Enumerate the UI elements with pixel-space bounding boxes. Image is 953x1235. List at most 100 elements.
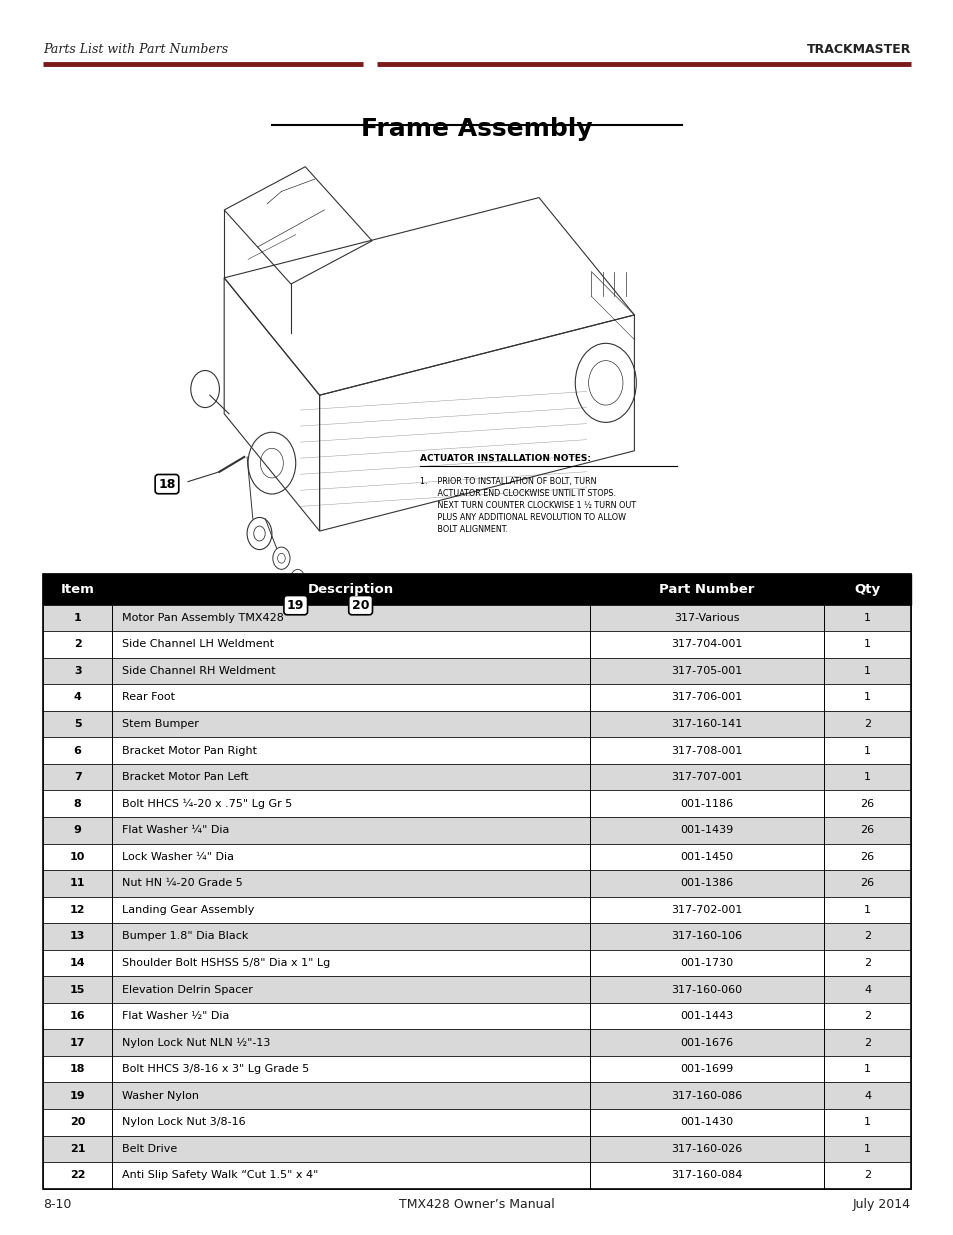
Text: Anti Slip Safety Walk “Cut 1.5" x 4": Anti Slip Safety Walk “Cut 1.5" x 4" xyxy=(122,1171,318,1181)
Text: Flat Washer ½" Dia: Flat Washer ½" Dia xyxy=(122,1011,229,1021)
Text: Bracket Motor Pan Left: Bracket Motor Pan Left xyxy=(122,772,248,782)
Text: 001-1450: 001-1450 xyxy=(679,852,733,862)
Text: 19: 19 xyxy=(70,1091,86,1100)
FancyBboxPatch shape xyxy=(43,818,910,844)
Text: 8-10: 8-10 xyxy=(43,1198,71,1210)
Text: 1: 1 xyxy=(863,1144,870,1153)
Text: 18: 18 xyxy=(158,478,175,490)
Text: TMX428 Owner’s Manual: TMX428 Owner’s Manual xyxy=(398,1198,555,1210)
Text: 1: 1 xyxy=(863,640,870,650)
Text: Bolt HHCS 3/8-16 x 3" Lg Grade 5: Bolt HHCS 3/8-16 x 3" Lg Grade 5 xyxy=(122,1065,309,1074)
Text: 2: 2 xyxy=(73,640,81,650)
Text: 13: 13 xyxy=(70,931,85,941)
FancyBboxPatch shape xyxy=(43,1135,910,1162)
Text: 16: 16 xyxy=(70,1011,86,1021)
Text: 14: 14 xyxy=(70,958,86,968)
FancyBboxPatch shape xyxy=(43,976,910,1003)
Text: Washer Nylon: Washer Nylon xyxy=(122,1091,199,1100)
Text: 19: 19 xyxy=(287,599,304,611)
Text: 4: 4 xyxy=(863,984,870,994)
Text: 001-1430: 001-1430 xyxy=(679,1118,733,1128)
Text: 1: 1 xyxy=(863,1118,870,1128)
Text: 5: 5 xyxy=(73,719,81,729)
Text: Bumper 1.8" Dia Black: Bumper 1.8" Dia Black xyxy=(122,931,248,941)
Text: ACTUATOR INSTALLATION NOTES:: ACTUATOR INSTALLATION NOTES: xyxy=(419,454,590,463)
Text: 317-704-001: 317-704-001 xyxy=(671,640,742,650)
Text: 26: 26 xyxy=(860,878,874,888)
Text: Description: Description xyxy=(308,583,394,597)
Text: 001-1386: 001-1386 xyxy=(679,878,733,888)
Text: 12: 12 xyxy=(70,905,86,915)
Text: Nylon Lock Nut NLN ½"-13: Nylon Lock Nut NLN ½"-13 xyxy=(122,1037,270,1047)
FancyBboxPatch shape xyxy=(43,657,910,684)
Text: 001-1699: 001-1699 xyxy=(679,1065,733,1074)
Text: 317-707-001: 317-707-001 xyxy=(671,772,742,782)
Text: 1: 1 xyxy=(863,666,870,676)
Text: 1: 1 xyxy=(863,905,870,915)
Text: 7: 7 xyxy=(73,772,81,782)
Text: 317-Various: 317-Various xyxy=(674,613,739,622)
Text: 001-1730: 001-1730 xyxy=(679,958,733,968)
Text: Rear Foot: Rear Foot xyxy=(122,693,174,703)
FancyBboxPatch shape xyxy=(43,1162,910,1188)
FancyBboxPatch shape xyxy=(43,844,910,869)
Text: 317-160-106: 317-160-106 xyxy=(671,931,741,941)
Text: Flat Washer ¼" Dia: Flat Washer ¼" Dia xyxy=(122,825,229,835)
FancyBboxPatch shape xyxy=(43,710,910,737)
Text: 001-1439: 001-1439 xyxy=(679,825,733,835)
Text: 1: 1 xyxy=(863,613,870,622)
Text: Nylon Lock Nut 3/8-16: Nylon Lock Nut 3/8-16 xyxy=(122,1118,245,1128)
FancyBboxPatch shape xyxy=(43,1056,910,1082)
Text: Frame Assembly: Frame Assembly xyxy=(361,117,592,141)
FancyBboxPatch shape xyxy=(43,737,910,763)
FancyBboxPatch shape xyxy=(43,1082,910,1109)
Text: 8: 8 xyxy=(73,799,81,809)
Text: 317-705-001: 317-705-001 xyxy=(671,666,741,676)
Text: Shoulder Bolt HSHSS 5/8" Dia x 1" Lg: Shoulder Bolt HSHSS 5/8" Dia x 1" Lg xyxy=(122,958,330,968)
Text: 4: 4 xyxy=(73,693,82,703)
Text: 2: 2 xyxy=(863,1037,870,1047)
Text: 317-160-084: 317-160-084 xyxy=(671,1171,742,1181)
Text: TRACKMASTER: TRACKMASTER xyxy=(806,42,910,56)
Text: 6: 6 xyxy=(73,746,82,756)
Text: 11: 11 xyxy=(70,878,86,888)
FancyBboxPatch shape xyxy=(43,897,910,923)
Text: 1: 1 xyxy=(863,1065,870,1074)
FancyBboxPatch shape xyxy=(43,1003,910,1029)
FancyBboxPatch shape xyxy=(43,869,910,897)
Text: Qty: Qty xyxy=(854,583,880,597)
FancyBboxPatch shape xyxy=(43,574,910,604)
Text: Stem Bumper: Stem Bumper xyxy=(122,719,198,729)
FancyBboxPatch shape xyxy=(43,950,910,976)
Text: 001-1186: 001-1186 xyxy=(679,799,733,809)
Text: 2: 2 xyxy=(863,719,870,729)
Text: 1: 1 xyxy=(863,746,870,756)
FancyBboxPatch shape xyxy=(43,1029,910,1056)
Text: 1: 1 xyxy=(863,693,870,703)
Text: 2: 2 xyxy=(863,1171,870,1181)
Text: 20: 20 xyxy=(70,1118,85,1128)
Text: 1: 1 xyxy=(73,613,81,622)
Text: 317-706-001: 317-706-001 xyxy=(671,693,741,703)
FancyBboxPatch shape xyxy=(43,790,910,818)
Text: Elevation Delrin Spacer: Elevation Delrin Spacer xyxy=(122,984,253,994)
FancyBboxPatch shape xyxy=(43,1109,910,1135)
Text: 317-160-141: 317-160-141 xyxy=(671,719,741,729)
Text: 26: 26 xyxy=(860,799,874,809)
FancyBboxPatch shape xyxy=(43,684,910,710)
Text: Side Channel RH Weldment: Side Channel RH Weldment xyxy=(122,666,275,676)
Text: 20: 20 xyxy=(352,599,369,611)
Text: 26: 26 xyxy=(860,825,874,835)
Text: 10: 10 xyxy=(70,852,85,862)
Text: 317-160-026: 317-160-026 xyxy=(671,1144,741,1153)
Text: 317-160-086: 317-160-086 xyxy=(671,1091,741,1100)
Text: 2.    WHEN TIGHTENING ELEVATION BOLT AND NUT
       THE WASHERS MUST MOVE FREELY: 2. WHEN TIGHTENING ELEVATION BOLT AND NU… xyxy=(419,578,620,599)
Text: 001-1443: 001-1443 xyxy=(679,1011,733,1021)
Text: 2: 2 xyxy=(863,958,870,968)
Text: 2: 2 xyxy=(863,1011,870,1021)
Text: 001-1676: 001-1676 xyxy=(679,1037,733,1047)
FancyBboxPatch shape xyxy=(43,763,910,790)
Text: Lock Washer ¼" Dia: Lock Washer ¼" Dia xyxy=(122,852,233,862)
Text: 17: 17 xyxy=(70,1037,86,1047)
Text: 317-708-001: 317-708-001 xyxy=(671,746,742,756)
